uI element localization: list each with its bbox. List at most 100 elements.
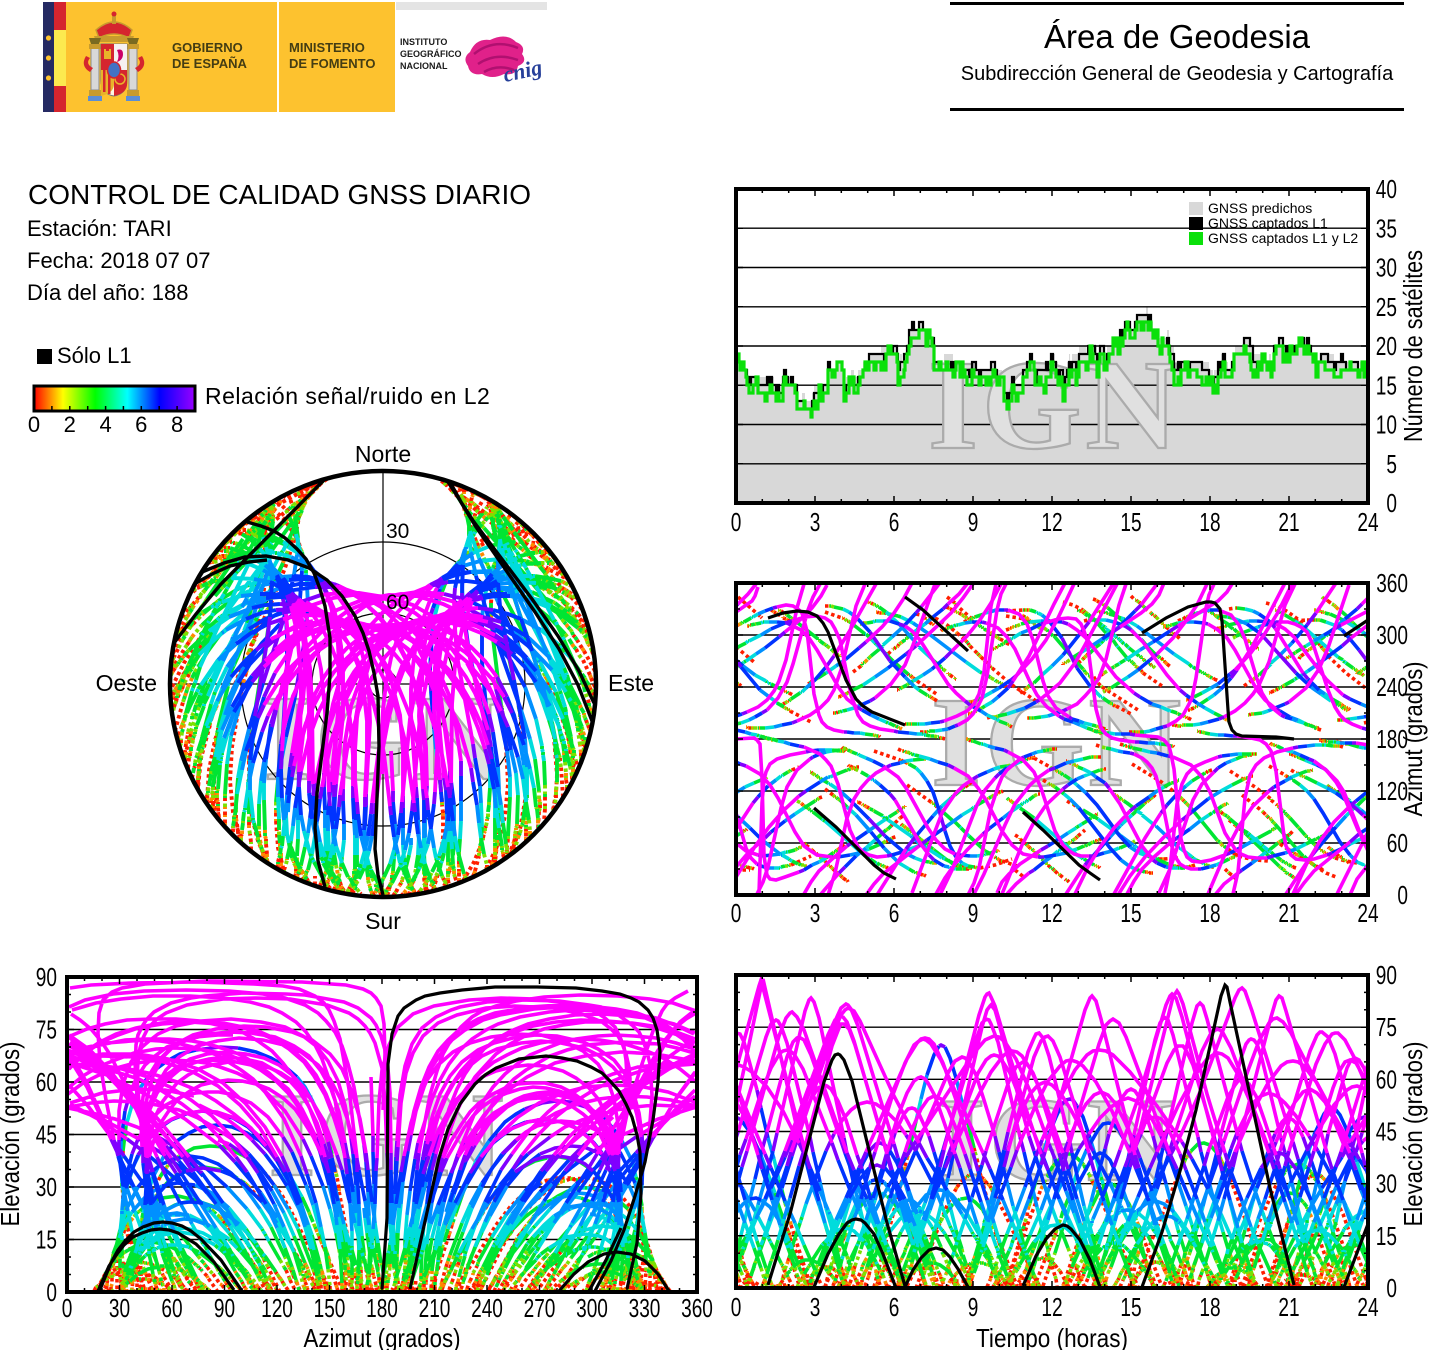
svg-text:40: 40 (1376, 174, 1397, 204)
svg-text:12: 12 (1041, 1292, 1062, 1322)
svg-text:24: 24 (1357, 1292, 1378, 1322)
svg-text:INSTITUTO: INSTITUTO (400, 37, 447, 47)
svg-text:GEOGRÁFICO: GEOGRÁFICO (400, 49, 462, 59)
svg-text:20: 20 (1376, 331, 1397, 361)
svg-text:240: 240 (1376, 672, 1408, 702)
svg-text:3: 3 (810, 1292, 821, 1322)
svg-text:30: 30 (1376, 253, 1397, 283)
svg-text:60: 60 (1376, 1064, 1397, 1094)
svg-text:90: 90 (36, 962, 57, 992)
svg-text:0: 0 (731, 507, 742, 537)
svg-text:GNSS captados L1 y L2: GNSS captados L1 y L2 (1208, 230, 1358, 246)
svg-text:25: 25 (1376, 292, 1397, 322)
svg-text:Área de Geodesia: Área de Geodesia (1044, 18, 1311, 55)
svg-text:GNSS captados L1: GNSS captados L1 (1208, 215, 1328, 231)
svg-text:9: 9 (968, 1292, 979, 1322)
svg-text:Día del año: 188: Día del año: 188 (27, 280, 188, 305)
svg-text:15: 15 (1120, 898, 1141, 928)
svg-text:45: 45 (1376, 1117, 1397, 1147)
svg-text:Azimut (grados): Azimut (grados) (1398, 662, 1428, 817)
svg-text:6: 6 (135, 412, 147, 437)
svg-text:Sur: Sur (365, 908, 401, 934)
svg-text:Oeste: Oeste (96, 670, 157, 696)
svg-text:180: 180 (366, 1293, 398, 1323)
svg-text:30: 30 (386, 520, 409, 543)
svg-text:Este: Este (608, 670, 654, 696)
svg-text:Elevación (grados): Elevación (grados) (1398, 1042, 1428, 1227)
svg-text:300: 300 (576, 1293, 608, 1323)
svg-text:150: 150 (314, 1293, 346, 1323)
svg-text:8: 8 (171, 412, 183, 437)
svg-text:6: 6 (889, 507, 900, 537)
svg-text:6: 6 (889, 1292, 900, 1322)
svg-text:90: 90 (214, 1293, 235, 1323)
svg-text:30: 30 (1376, 1169, 1397, 1199)
svg-text:210: 210 (419, 1293, 451, 1323)
svg-text:90: 90 (1376, 960, 1397, 990)
svg-text:60: 60 (36, 1067, 57, 1097)
svg-text:15: 15 (36, 1225, 57, 1255)
svg-text:60: 60 (161, 1293, 182, 1323)
svg-text:6: 6 (889, 898, 900, 928)
svg-text:Número de satélites: Número de satélites (1398, 250, 1428, 442)
svg-text:GNSS predichos: GNSS predichos (1208, 200, 1312, 216)
svg-text:15: 15 (1376, 1221, 1397, 1251)
svg-text:Fecha: 2018 07 07: Fecha: 2018 07 07 (27, 248, 210, 273)
svg-text:330: 330 (629, 1293, 661, 1323)
svg-text:0: 0 (46, 1277, 57, 1307)
svg-text:18: 18 (1199, 1292, 1220, 1322)
svg-text:0: 0 (1386, 488, 1397, 518)
svg-text:0: 0 (731, 898, 742, 928)
svg-text:0: 0 (1397, 880, 1408, 910)
svg-text:180: 180 (1376, 724, 1408, 754)
svg-text:Relación señal/ruido en L2: Relación señal/ruido en L2 (205, 383, 490, 409)
svg-text:3: 3 (810, 898, 821, 928)
svg-text:MINISTERIO: MINISTERIO (289, 40, 365, 55)
svg-text:18: 18 (1199, 507, 1220, 537)
svg-text:Tiempo (horas): Tiempo (horas) (976, 1323, 1128, 1350)
svg-text:GOBIERNO: GOBIERNO (172, 40, 243, 55)
svg-text:Estación: TARI: Estación: TARI (27, 216, 172, 241)
svg-text:60: 60 (1387, 828, 1408, 858)
svg-text:4: 4 (99, 412, 111, 437)
svg-text:12: 12 (1041, 507, 1062, 537)
svg-text:21: 21 (1278, 507, 1299, 537)
svg-text:21: 21 (1278, 1292, 1299, 1322)
svg-text:Azimut (grados): Azimut (grados) (304, 1323, 461, 1350)
svg-text:Norte: Norte (355, 441, 411, 467)
svg-text:21: 21 (1278, 898, 1299, 928)
svg-text:75: 75 (1376, 1012, 1397, 1042)
svg-text:24: 24 (1357, 507, 1378, 537)
svg-text:15: 15 (1120, 1292, 1141, 1322)
svg-text:3: 3 (810, 507, 821, 537)
svg-text:30: 30 (109, 1293, 130, 1323)
svg-text:0: 0 (731, 1292, 742, 1322)
svg-text:45: 45 (36, 1120, 57, 1150)
svg-text:CONTROL DE CALIDAD GNSS DIARIO: CONTROL DE CALIDAD GNSS DIARIO (28, 179, 531, 210)
svg-text:15: 15 (1376, 370, 1397, 400)
svg-text:360: 360 (1376, 568, 1408, 598)
svg-text:Sólo L1: Sólo L1 (57, 343, 132, 368)
svg-text:9: 9 (968, 507, 979, 537)
svg-text:DE FOMENTO: DE FOMENTO (289, 56, 375, 71)
svg-text:35: 35 (1376, 213, 1397, 243)
svg-text:240: 240 (471, 1293, 503, 1323)
svg-text:IGN: IGN (928, 334, 1182, 476)
svg-text:300: 300 (1376, 620, 1408, 650)
svg-text:0: 0 (62, 1293, 73, 1323)
svg-text:5: 5 (1386, 449, 1397, 479)
svg-text:Elevación (grados): Elevación (grados) (0, 1042, 25, 1227)
svg-text:Subdirección General de Geodes: Subdirección General de Geodesia y Carto… (961, 63, 1394, 85)
svg-text:15: 15 (1120, 507, 1141, 537)
svg-text:75: 75 (36, 1015, 57, 1045)
svg-text:60: 60 (386, 591, 409, 614)
svg-text:270: 270 (524, 1293, 556, 1323)
svg-text:12: 12 (1041, 898, 1062, 928)
svg-text:DE ESPAÑA: DE ESPAÑA (172, 56, 247, 71)
svg-text:10: 10 (1376, 410, 1397, 440)
svg-text:30: 30 (36, 1172, 57, 1202)
svg-text:NACIONAL: NACIONAL (400, 61, 448, 71)
svg-text:0: 0 (28, 412, 40, 437)
svg-text:24: 24 (1357, 898, 1378, 928)
svg-text:0: 0 (1386, 1273, 1397, 1303)
